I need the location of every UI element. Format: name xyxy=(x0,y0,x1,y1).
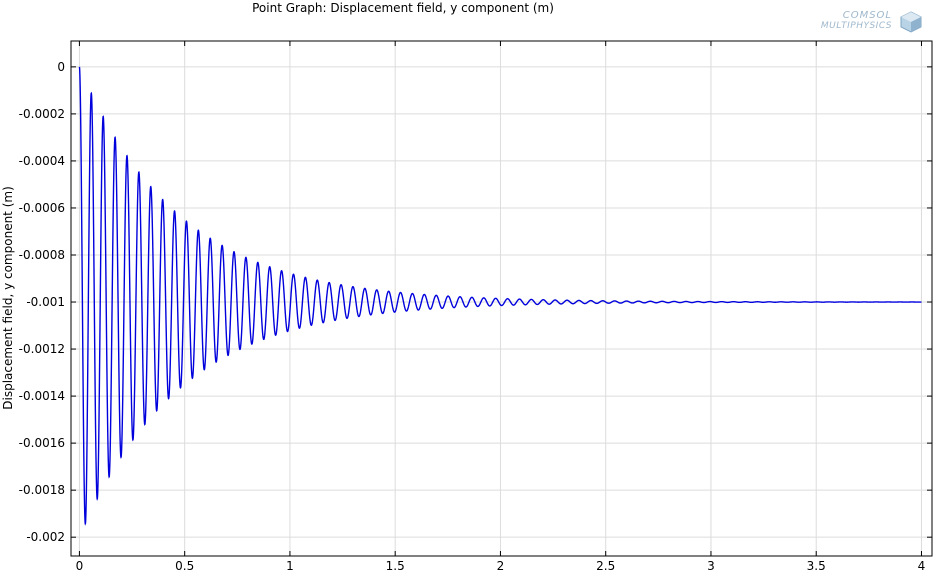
logo-line2: MULTIPHYSICS xyxy=(820,21,892,31)
series-line-displacement xyxy=(78,66,922,526)
x-tick-label: 0.5 xyxy=(175,559,194,572)
y-tick-label: -0.0014 xyxy=(19,389,65,403)
y-tick-label: -0.0012 xyxy=(19,342,65,356)
y-tick-label: -0.001 xyxy=(26,295,65,309)
y-tick-label: -0.0004 xyxy=(19,154,65,168)
axis-ticks xyxy=(71,41,932,556)
y-tick-label: 0 xyxy=(57,60,65,74)
y-tick-label: -0.002 xyxy=(26,530,65,544)
plot-frame xyxy=(70,40,933,557)
y-tick-label: -0.0002 xyxy=(19,107,65,121)
x-tick-label: 2 xyxy=(497,559,505,572)
x-tick-label: 4 xyxy=(918,559,926,572)
comsol-logo: COMSOL MULTIPHYSICS xyxy=(812,8,930,36)
x-tick-label: 1.5 xyxy=(386,559,405,572)
x-tick-label: 3 xyxy=(707,559,715,572)
y-tick-label: -0.0016 xyxy=(19,436,65,450)
y-tick-label: -0.0018 xyxy=(19,483,65,497)
chart-title: Point Graph: Displacement field, y compo… xyxy=(252,1,554,15)
y-axis-label: Displacement field, y component (m) xyxy=(1,186,15,410)
tick-labels: 0 0.5 1 1.5 2 2.5 3 3.5 4 0 -0.0002 -0.0004 -0.0006 -… xyxy=(19,60,926,572)
x-tick-label: 1 xyxy=(286,559,294,572)
grid-lines xyxy=(71,41,932,556)
logo-cube-icon xyxy=(900,11,922,33)
x-tick-label: 2.5 xyxy=(596,559,615,572)
logo-line1: COMSOL xyxy=(842,10,892,21)
x-tick-label: 0 xyxy=(76,559,84,572)
y-tick-label: -0.0006 xyxy=(19,201,65,215)
y-tick-label: -0.0008 xyxy=(19,248,65,262)
x-tick-label: 3.5 xyxy=(807,559,826,572)
